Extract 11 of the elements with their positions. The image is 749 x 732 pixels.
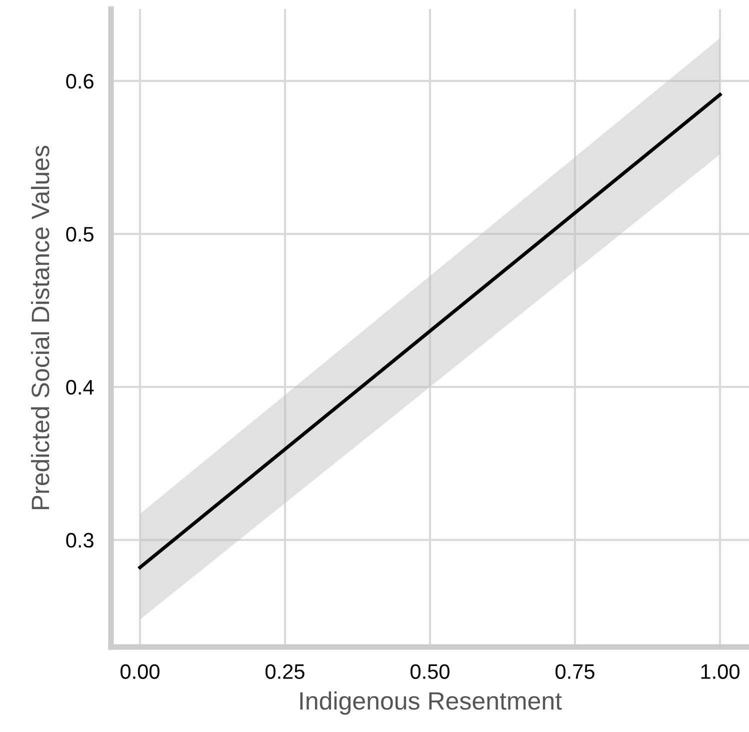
y-tick-label: 0.4 (66, 380, 94, 395)
y-tick-label: 0.6 (66, 74, 94, 89)
y-axis-title: Predicted Social Distance Values (30, 146, 50, 510)
x-tick-label: 0.25 (266, 664, 304, 679)
x-tick-label: 0.75 (556, 664, 594, 679)
x-axis-title: Indigenous Resentment (300, 691, 562, 715)
x-tick-label: 1.00 (701, 664, 740, 679)
x-tick-label: 0.50 (410, 664, 450, 679)
y-tick-label: 0.3 (66, 532, 94, 548)
x-tick-label: 0.00 (120, 664, 160, 679)
y-tick-label: 0.5 (66, 226, 94, 242)
